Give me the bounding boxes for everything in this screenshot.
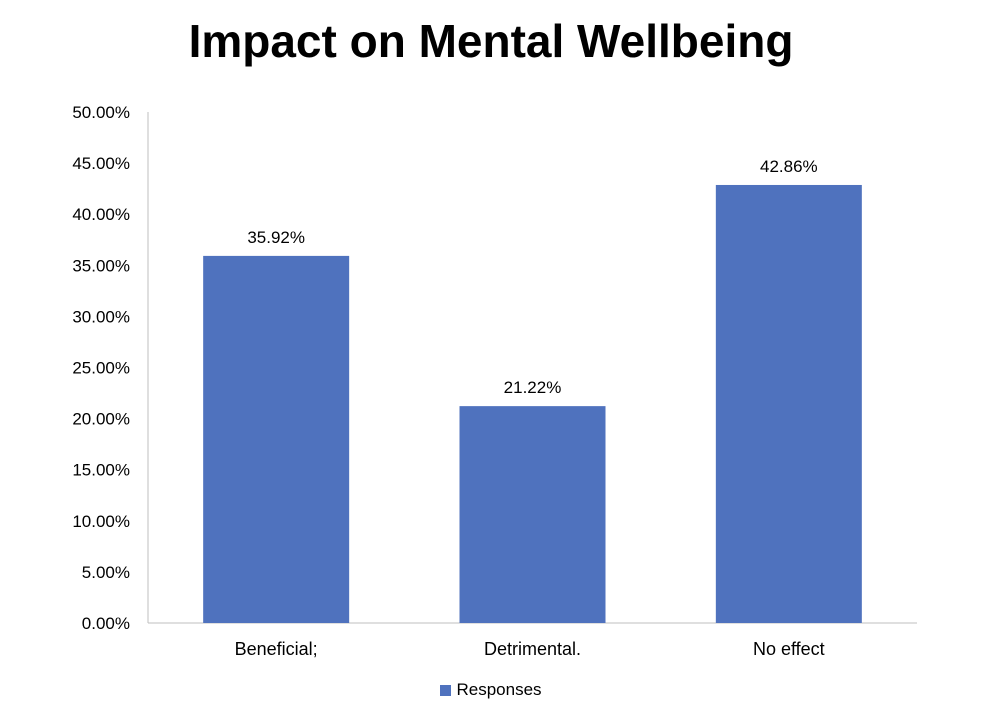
- legend-label: Responses: [456, 680, 542, 699]
- x-category-label: No effect: [753, 639, 825, 659]
- data-labels: 35.92% 21.22% 42.86%: [247, 157, 817, 397]
- x-axis: Beneficial; Detrimental. No effect: [148, 622, 917, 659]
- legend: Responses: [0, 680, 982, 700]
- y-tick-label: 50.00%: [72, 103, 130, 122]
- chart-title: Impact on Mental Wellbeing: [188, 15, 794, 67]
- y-tick-label: 5.00%: [82, 563, 130, 582]
- y-tick-label: 45.00%: [72, 154, 130, 173]
- data-label: 42.86%: [760, 157, 818, 176]
- data-label: 35.92%: [247, 228, 305, 247]
- y-tick-label: 20.00%: [72, 410, 130, 429]
- bar: [203, 255, 350, 624]
- x-category-label: Beneficial;: [235, 639, 318, 659]
- bar: [715, 184, 862, 623]
- y-tick-label: 0.00%: [82, 614, 130, 633]
- y-tick-label: 35.00%: [72, 256, 130, 275]
- data-label: 21.22%: [504, 378, 562, 397]
- y-tick-label: 30.00%: [72, 307, 130, 326]
- y-tick-label: 10.00%: [72, 512, 130, 531]
- bar: [459, 406, 606, 623]
- x-category-label: Detrimental.: [484, 639, 581, 659]
- y-axis: 0.00% 5.00% 10.00% 15.00% 20.00% 25.00% 30.00%…: [72, 103, 149, 633]
- bars: [203, 184, 862, 624]
- y-tick-label: 40.00%: [72, 205, 130, 224]
- y-tick-label: 25.00%: [72, 359, 130, 378]
- y-tick-label: 15.00%: [72, 461, 130, 480]
- legend-swatch: [440, 685, 452, 696]
